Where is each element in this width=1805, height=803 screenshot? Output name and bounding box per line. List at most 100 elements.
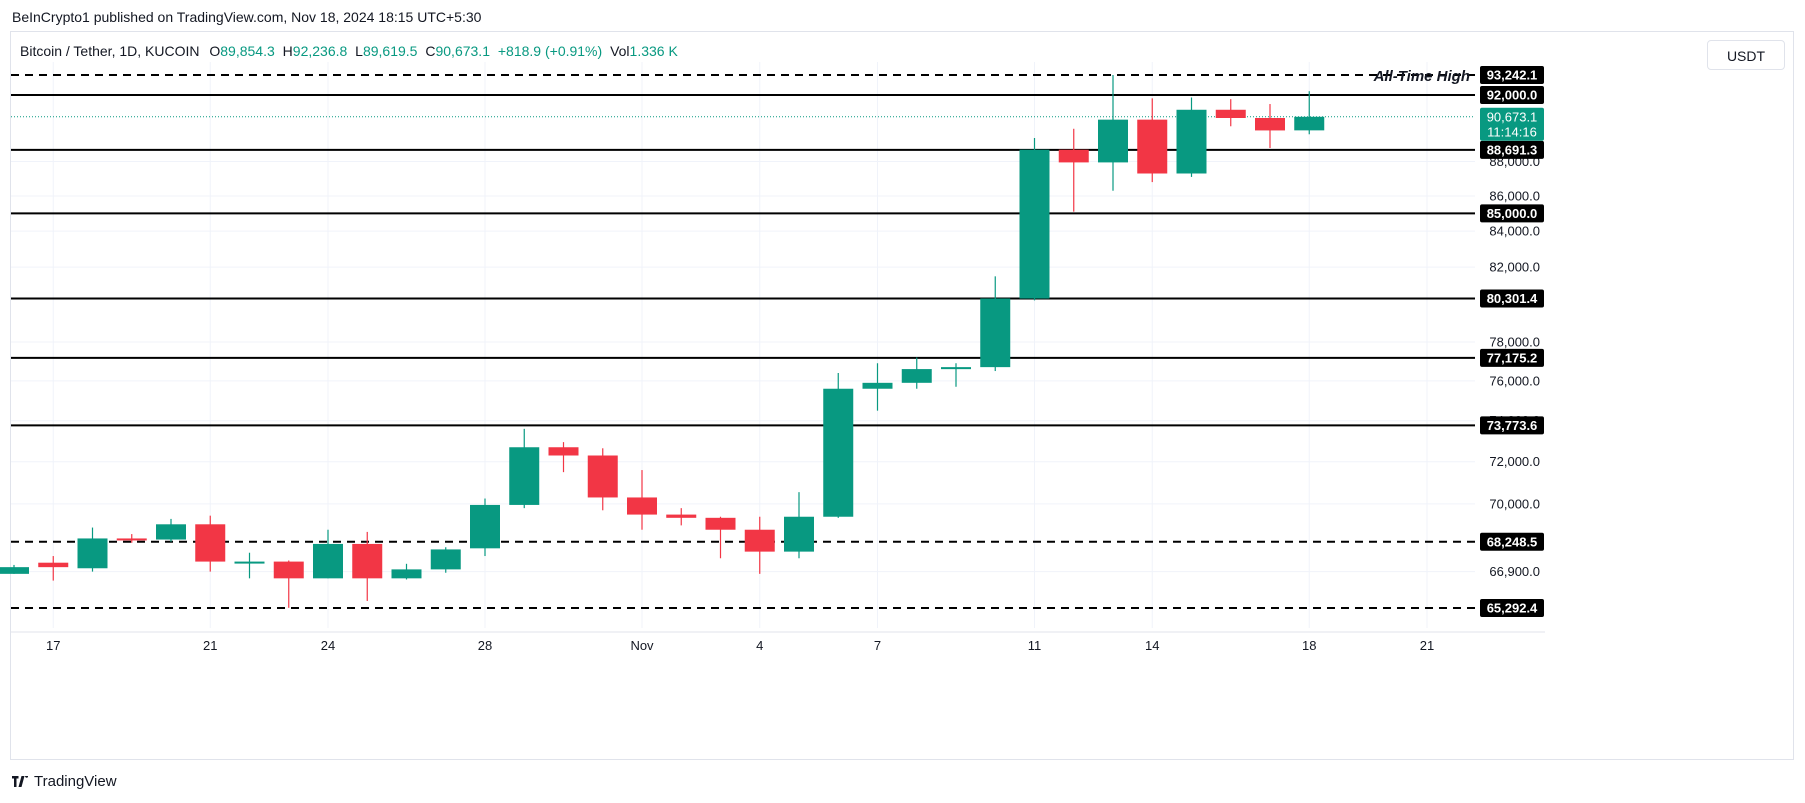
level-label-bg bbox=[1480, 532, 1544, 551]
candle-body bbox=[1058, 149, 1089, 163]
candle-body bbox=[470, 504, 500, 549]
x-tick-label: 18 bbox=[1302, 638, 1316, 653]
candle-body bbox=[901, 369, 932, 383]
volume-value: 1.336 K bbox=[629, 43, 678, 59]
candle-body bbox=[195, 524, 226, 562]
x-tick-label: Nov bbox=[630, 638, 654, 653]
close-value: 90,673.1 bbox=[435, 43, 490, 59]
low-value: 89,619.5 bbox=[362, 43, 418, 59]
candle-body bbox=[862, 382, 893, 389]
candle-body bbox=[1019, 149, 1050, 299]
currency-button[interactable]: USDT bbox=[1707, 40, 1785, 70]
level-label-bg bbox=[1480, 348, 1544, 367]
x-tick-label: 21 bbox=[1420, 638, 1434, 653]
candle-body bbox=[234, 561, 265, 564]
high-label: H bbox=[282, 43, 293, 59]
candle-body bbox=[1294, 116, 1325, 131]
candle-body bbox=[587, 455, 618, 498]
y-tick-label: 72,000.0 bbox=[1489, 454, 1540, 469]
candle-body bbox=[430, 549, 461, 570]
countdown-label: 11:14:16 bbox=[1487, 124, 1537, 139]
x-tick-label: 11 bbox=[1028, 638, 1042, 653]
high-value: 92,236.8 bbox=[292, 43, 348, 59]
level-label: 65,292.4 bbox=[1487, 601, 1538, 616]
symbol-legend: Bitcoin / Tether, 1D, KUCOIN O89,854.3 H… bbox=[20, 43, 678, 59]
candle-body bbox=[1098, 119, 1128, 163]
level-label: 88,691.3 bbox=[1487, 142, 1538, 157]
x-tick-label: 7 bbox=[874, 638, 881, 653]
y-tick-label: 86,000.0 bbox=[1489, 188, 1540, 203]
x-tick-label: 21 bbox=[203, 638, 217, 653]
candle-body bbox=[116, 538, 147, 541]
candle-body bbox=[941, 367, 971, 370]
candle-body bbox=[273, 561, 304, 579]
low-label: L bbox=[355, 43, 363, 59]
candle-body bbox=[744, 529, 775, 552]
candle-body bbox=[77, 538, 108, 569]
last-price-label-bg bbox=[1480, 107, 1544, 141]
tradingview-logo-icon bbox=[12, 776, 28, 787]
price-labels: 93,242.1 All-Time High 92,000.0 88,691.3 85,… bbox=[1373, 66, 1544, 617]
level-label: 77,175.2 bbox=[1487, 350, 1538, 365]
grid bbox=[11, 62, 1475, 628]
close-label: C bbox=[425, 43, 436, 59]
level-label-bg bbox=[1480, 416, 1544, 435]
candle-body bbox=[1255, 117, 1285, 131]
candle-body bbox=[509, 447, 540, 505]
x-tick-label: 14 bbox=[1145, 638, 1159, 653]
publisher-line: BeInCrypto1 published on TradingView.com… bbox=[12, 9, 482, 25]
candle-body bbox=[38, 562, 69, 568]
candle-body bbox=[1176, 109, 1207, 174]
symbol-name[interactable]: Bitcoin / Tether, 1D, KUCOIN bbox=[20, 43, 200, 59]
x-tick-label: 17 bbox=[46, 638, 60, 653]
level-label-bg bbox=[1480, 599, 1544, 617]
y-tick-label: 70,000.0 bbox=[1489, 496, 1540, 511]
candle-body bbox=[1215, 109, 1246, 118]
candle-body bbox=[784, 516, 814, 552]
level-label-bg bbox=[1480, 289, 1544, 308]
horizontal-levels bbox=[11, 74, 1475, 609]
open-label: O bbox=[209, 43, 221, 59]
candle-body bbox=[156, 524, 186, 540]
candle-body bbox=[666, 514, 697, 518]
y-tick-label: 76,000.0 bbox=[1489, 373, 1540, 388]
last-price-label: 90,673.1 bbox=[1487, 109, 1538, 124]
candle-body bbox=[705, 517, 736, 530]
level-label: 80,301.4 bbox=[1487, 291, 1538, 306]
level-label-bg bbox=[1480, 86, 1544, 105]
level-label-bg bbox=[1480, 66, 1544, 84]
x-tick-label: 28 bbox=[478, 638, 492, 653]
candle-body bbox=[391, 569, 422, 579]
y-tick-label: 78,000.0 bbox=[1489, 334, 1540, 349]
y-tick-label: 84,000.0 bbox=[1489, 224, 1540, 239]
all-time-high-annotation: All-Time High bbox=[1373, 68, 1470, 85]
tradingview-footer[interactable]: TradingView bbox=[12, 773, 117, 790]
candle-body bbox=[352, 543, 383, 579]
candle-body bbox=[313, 543, 343, 579]
x-tick-label: 24 bbox=[321, 638, 335, 653]
open-value: 89,854.3 bbox=[220, 43, 275, 59]
x-axis: 17 21 24 28 Nov 4 7 11 14 18 21 bbox=[11, 631, 1545, 653]
level-label: 85,000.0 bbox=[1487, 206, 1538, 221]
y-tick-label: 82,000.0 bbox=[1489, 260, 1540, 275]
candle-body bbox=[627, 497, 657, 515]
change-value: +818.9 (+0.91%) bbox=[497, 43, 603, 59]
level-label: 68,248.5 bbox=[1487, 534, 1538, 549]
candle-body bbox=[823, 388, 854, 517]
candle-body bbox=[548, 447, 579, 456]
tradingview-brand: TradingView bbox=[34, 773, 117, 790]
chart-frame bbox=[10, 31, 1794, 760]
level-label: 93,242.1 bbox=[1487, 68, 1538, 83]
candles bbox=[0, 75, 1325, 608]
level-label: 73,773.6 bbox=[1487, 418, 1538, 433]
level-label: 92,000.0 bbox=[1487, 88, 1538, 103]
candle-body bbox=[1137, 119, 1168, 174]
candle-body bbox=[0, 567, 29, 574]
candle-body bbox=[980, 298, 1011, 368]
level-label-bg bbox=[1480, 204, 1544, 223]
x-tick-label: 4 bbox=[756, 638, 763, 653]
level-label-bg bbox=[1480, 140, 1544, 159]
volume-label: Vol bbox=[610, 43, 630, 59]
y-tick-label: 66,900.0 bbox=[1489, 564, 1540, 579]
